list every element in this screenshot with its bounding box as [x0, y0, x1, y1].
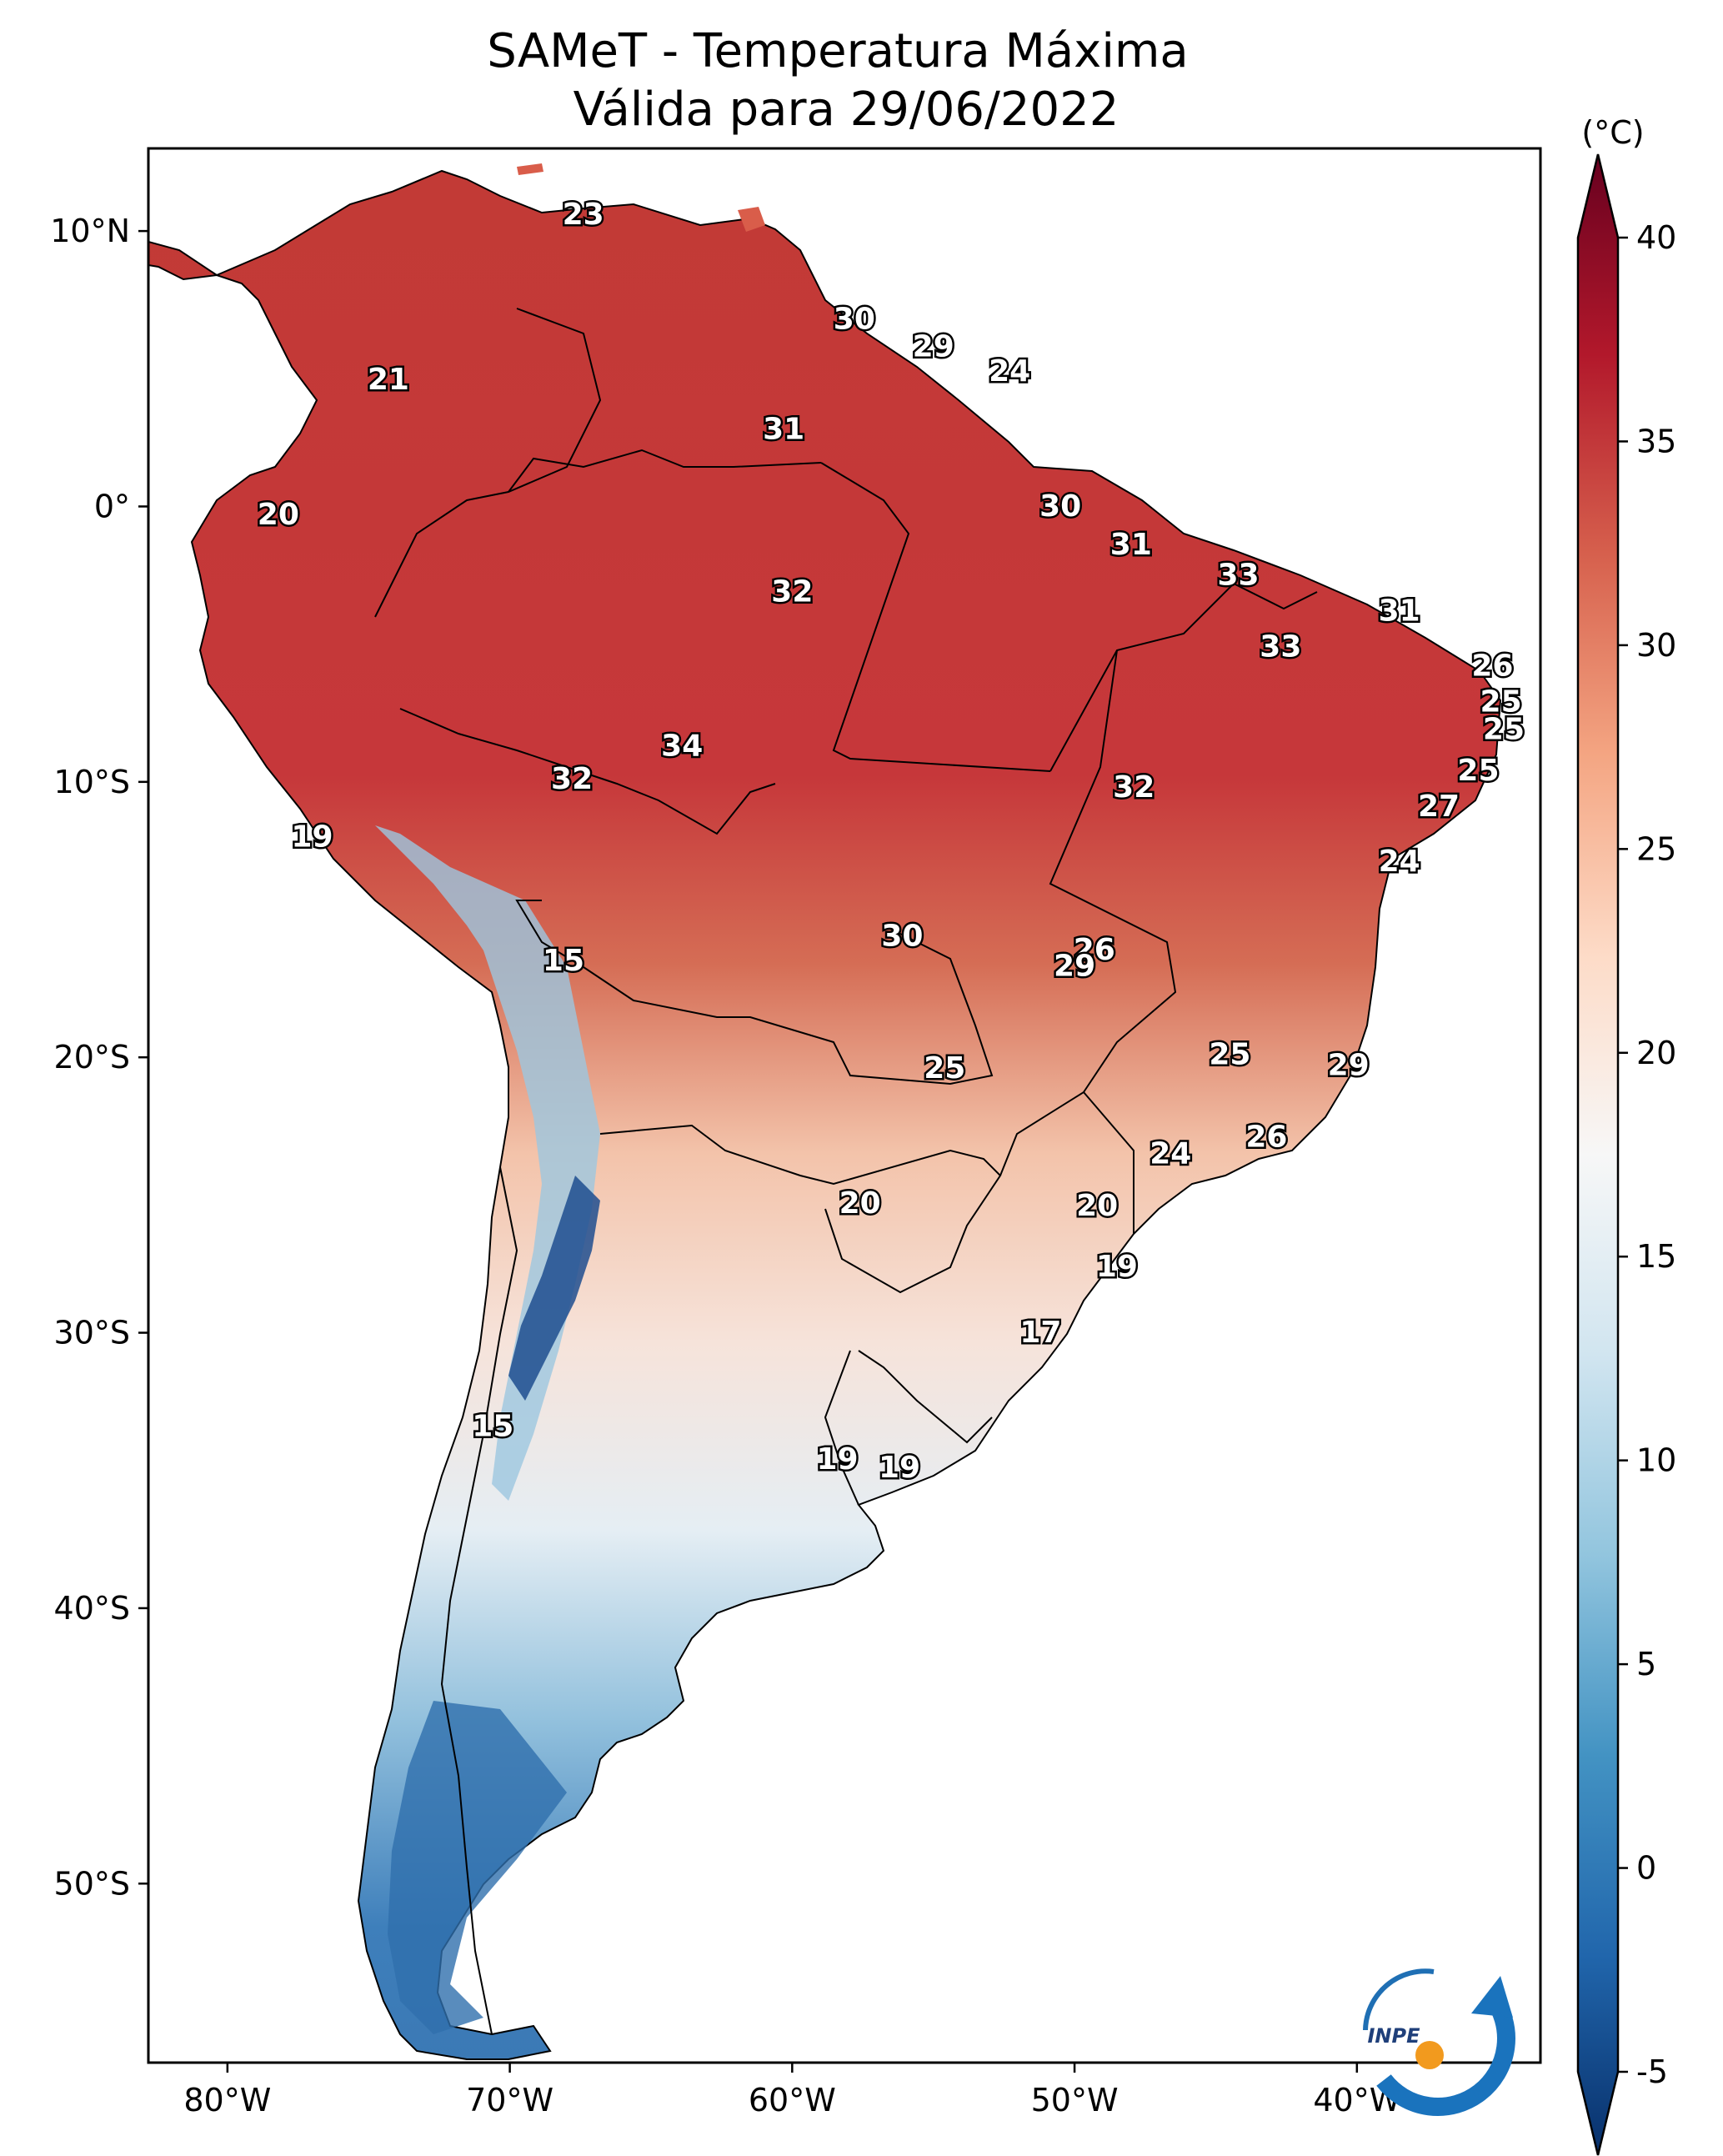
station-temperature-label: 33 — [1217, 559, 1259, 593]
latitude-axis: 10°N 0° 10°S 20°S 30°S 40°S 50°S — [50, 213, 148, 1902]
map-frame — [147, 147, 1542, 2064]
station-temperature-label: 15 — [543, 944, 584, 978]
andes-deep-cold-region — [508, 1176, 600, 1401]
latitude-tick-label: 30°S — [54, 1315, 130, 1351]
colorbar-tick-label: 10 — [1636, 1442, 1676, 1479]
station-temperature-label: 19 — [291, 820, 333, 854]
station-temperature-label: 24 — [1379, 845, 1420, 879]
inpe-logo: INPE — [1363, 1968, 1515, 2116]
logo-sun-icon — [1415, 2041, 1444, 2069]
longitude-tick-label: 70°W — [466, 2082, 553, 2118]
colorbar-tick-label: 30 — [1636, 627, 1676, 664]
station-temperature-label: 15 — [472, 1409, 513, 1443]
station-temperature-label: 32 — [771, 574, 813, 609]
latitude-tick-label: 10°N — [50, 213, 130, 249]
station-temperature-label: 34 — [661, 729, 703, 763]
station-temperature-label: 20 — [258, 498, 299, 532]
colorbar-tick-label: 20 — [1636, 1035, 1676, 1071]
colorbar-unit: (°C) — [1581, 114, 1644, 151]
station-temperature-label: 20 — [839, 1186, 881, 1221]
logo-text: INPE — [1368, 2024, 1421, 2048]
colorbar-tick-label: 35 — [1636, 423, 1676, 459]
map-title: SAMeT - Temperatura Máxima — [487, 24, 1189, 78]
latitude-tick-label: 10°S — [54, 764, 130, 800]
station-temperature-label: 25 — [1480, 685, 1522, 720]
colorbar: (°C) 40 35 30 25 20 15 10 5 0 -5 — [1576, 114, 1676, 2156]
latitude-tick-label: 40°S — [54, 1590, 130, 1627]
caribbean-island — [517, 163, 543, 175]
station-temperature-label: 31 — [763, 412, 804, 446]
station-temperature-label: 32 — [1113, 770, 1155, 805]
station-temperature-label: 29 — [1054, 950, 1095, 984]
station-temperature-label: 21 — [368, 363, 409, 397]
colorbar-tick-label: 25 — [1636, 830, 1676, 867]
station-temperature-label: 17 — [1019, 1316, 1061, 1350]
colorbar-tick-label: 0 — [1636, 1850, 1656, 1887]
station-temperature-label: 25 — [1483, 713, 1525, 747]
station-temperature-label: 24 — [989, 354, 1030, 389]
patagonia-cold-region — [388, 1701, 567, 2034]
station-temperature-label: 24 — [1150, 1136, 1191, 1171]
map-area — [148, 148, 1540, 2063]
station-temperature-label: 19 — [1096, 1250, 1138, 1284]
station-temperature-label: 30 — [834, 302, 875, 336]
station-temperature-label: 33 — [1260, 629, 1301, 664]
station-temperature-label: 30 — [881, 919, 923, 953]
station-temperature-label: 26 — [1074, 933, 1115, 967]
station-temperature-label: 29 — [1328, 1049, 1370, 1083]
station-temperature-label: 25 — [924, 1051, 965, 1086]
south-america-land — [148, 169, 1502, 2060]
colorbar-ticks: 40 35 30 25 20 15 10 5 0 -5 — [1618, 219, 1676, 2090]
colorbar-tick-label: 15 — [1636, 1238, 1676, 1275]
longitude-tick-label: 80°W — [183, 2082, 271, 2118]
station-temperature-label: 27 — [1418, 790, 1460, 824]
colorbar-tick-label: -5 — [1636, 2053, 1668, 2090]
latitude-tick-label: 20°S — [54, 1039, 130, 1075]
latitude-tick-label: 0° — [94, 488, 130, 524]
country-borders — [374, 308, 1318, 2035]
map-subtitle: Válida para 29/06/2022 — [573, 83, 1119, 137]
station-temperature-label: 26 — [1245, 1120, 1287, 1154]
station-temperature-label: 20 — [1076, 1189, 1118, 1223]
longitude-tick-label: 60°W — [749, 2082, 836, 2118]
station-temperature-label: 23 — [563, 198, 604, 232]
caribbean-island — [738, 207, 765, 232]
station-temperature-label: 29 — [913, 329, 954, 364]
station-temperature-label: 31 — [1110, 528, 1152, 562]
longitude-axis: 80°W 70°W 60°W 50°W 40°W — [183, 2063, 1400, 2118]
station-temperature-label: 19 — [816, 1442, 858, 1477]
station-temperature-label: 19 — [879, 1451, 920, 1485]
station-temperature-label: 25 — [1457, 754, 1499, 788]
station-temperature-label: 30 — [1039, 489, 1081, 524]
station-temperature-label: 31 — [1379, 594, 1420, 629]
station-temperature-label: 25 — [1209, 1037, 1250, 1071]
station-temperature-label: 32 — [551, 762, 593, 796]
colorbar-tick-label: 5 — [1636, 1646, 1656, 1682]
colorbar-tick-label: 40 — [1636, 219, 1676, 256]
colorbar-scale — [1576, 153, 1620, 2156]
longitude-tick-label: 50°W — [1031, 2082, 1119, 2118]
latitude-tick-label: 50°S — [54, 1865, 130, 1902]
station-temperature-label: 26 — [1471, 649, 1513, 684]
